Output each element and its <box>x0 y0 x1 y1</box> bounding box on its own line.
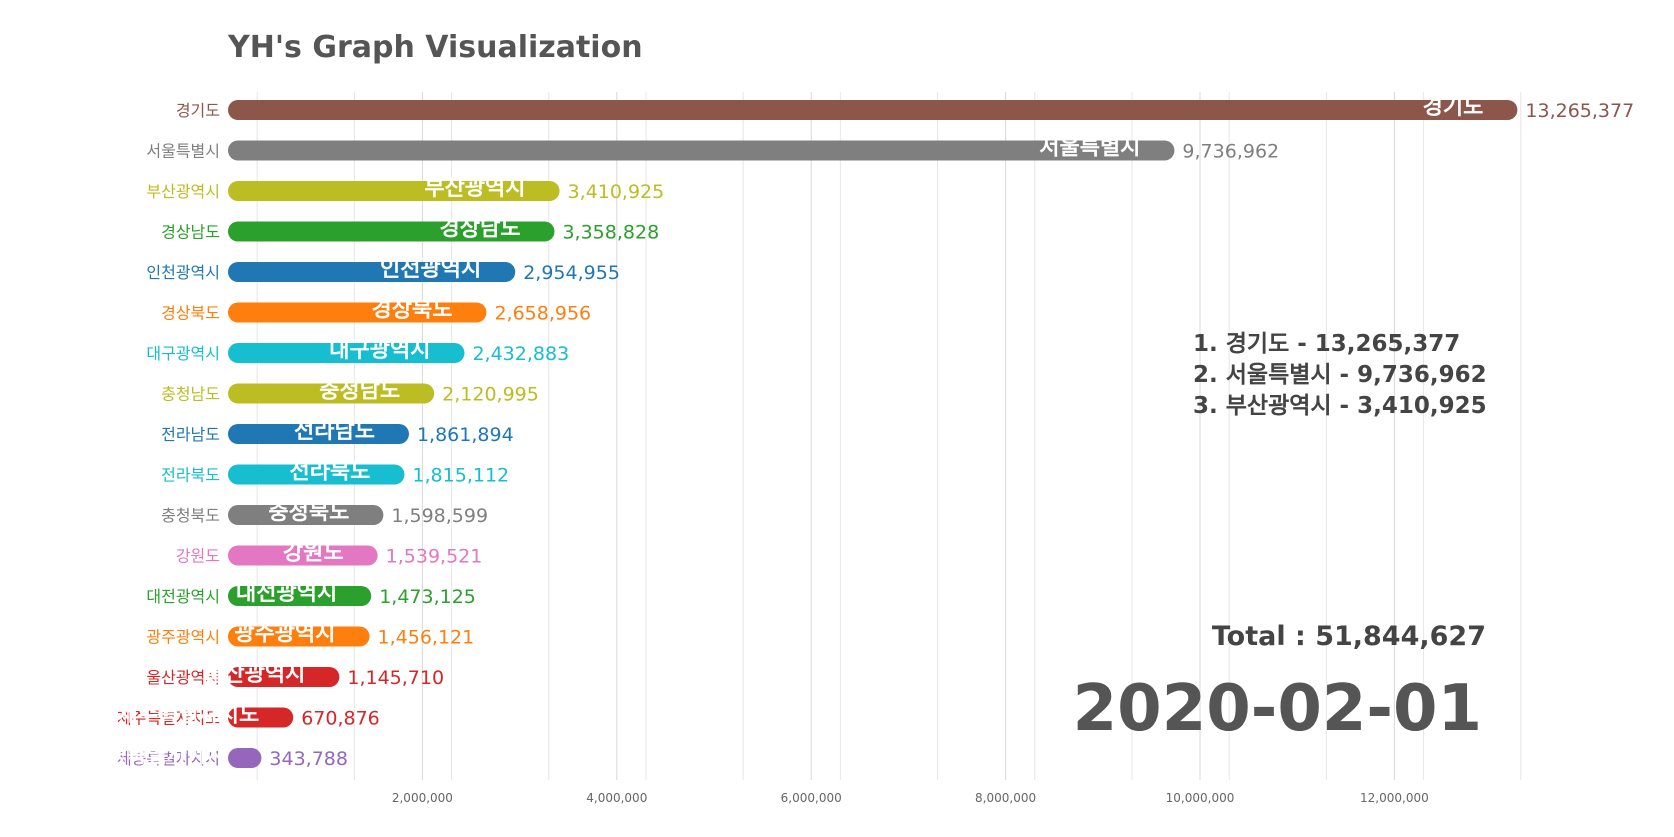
bar <box>228 707 294 728</box>
ranking-line-3: 3. 부산광역시 - 3,410,925 <box>1193 393 1487 419</box>
category-label: 제주특별자치도 <box>117 709 220 728</box>
bar-inner-label: 서울특별시 <box>1039 136 1140 161</box>
value-label: 2,120,995 <box>442 384 539 406</box>
bar-inner-label: 경상남도 <box>440 217 521 242</box>
category-label: 부산광역시 <box>146 182 220 201</box>
x-tick-label: 10,000,000 <box>1166 791 1235 805</box>
category-label: 경상남도 <box>161 223 220 242</box>
bar <box>228 424 409 444</box>
bar-inner-label: 제주특별자치도 <box>118 703 260 728</box>
x-tick-label: 2,000,000 <box>392 791 453 805</box>
bar <box>228 667 340 687</box>
bar-inner-label: 세종특별자치시 <box>86 743 228 768</box>
value-label: 2,658,956 <box>494 303 591 325</box>
x-tick-label: 4,000,000 <box>586 791 647 805</box>
value-label: 9,736,962 <box>1182 141 1279 163</box>
bar <box>228 626 370 647</box>
bar <box>228 262 516 282</box>
bar <box>228 505 384 525</box>
x-axis-ticks: 2,000,000 4,000,000 6,000,000 8,000,000 10,0… <box>392 791 1429 805</box>
grid-lines <box>256 92 1522 780</box>
category-label: 경기도 <box>176 101 220 120</box>
value-label: 2,432,883 <box>472 343 569 365</box>
bar-inner-label: 부산광역시 <box>424 176 525 201</box>
value-label: 3,358,828 <box>562 222 659 244</box>
value-label: 1,456,121 <box>378 627 475 649</box>
bar <box>228 181 560 201</box>
bar <box>228 343 465 363</box>
date-label: 2020-02-01 <box>1073 672 1482 746</box>
bar-inner-label: 대전광역시 <box>236 581 337 606</box>
bar-inner-label: 전라북도 <box>289 460 370 485</box>
value-label: 670,876 <box>301 708 380 730</box>
bar <box>228 586 372 606</box>
category-label: 세종특별자치시 <box>117 749 220 768</box>
ranking-panel: 1. 경기도 - 13,265,377 2. 서울특별시 - 9,736,962… <box>1193 331 1487 419</box>
ranking-line-2: 2. 서울특별시 - 9,736,962 <box>1193 362 1487 388</box>
bars: 경기도 경기도 13,265,377 서울특별시 서울특별시 9,736,962 부산광역시… <box>86 95 1634 770</box>
bar-inner-label: 대구광역시 <box>329 338 430 363</box>
category-label: 충청북도 <box>161 506 220 525</box>
bar-inner-label: 충청남도 <box>319 379 400 404</box>
category-label: 광주광역시 <box>146 628 220 647</box>
category-label: 강원도 <box>176 547 220 566</box>
bar <box>228 464 405 485</box>
bar-inner-label: 울산광역시 <box>204 662 305 687</box>
bar-inner-label: 전라남도 <box>294 419 375 444</box>
bar-inner-label: 충청북도 <box>268 500 349 525</box>
value-label: 3,410,925 <box>568 181 665 203</box>
bar-inner-label: 강원도 <box>283 541 344 566</box>
value-label: 2,954,955 <box>523 262 620 284</box>
x-tick-label: 12,000,000 <box>1360 791 1429 805</box>
bar <box>228 383 435 404</box>
value-label: 13,265,377 <box>1525 100 1634 122</box>
bar-inner-label: 광주광역시 <box>234 622 335 647</box>
category-label: 전라북도 <box>161 466 220 485</box>
value-label: 1,145,710 <box>347 667 444 689</box>
bar <box>228 545 378 566</box>
ranking-line-1: 1. 경기도 - 13,265,377 <box>1193 331 1460 357</box>
x-tick-label: 6,000,000 <box>781 791 842 805</box>
chart-title: YH's Graph Visualization <box>227 30 643 65</box>
bar <box>228 100 1518 120</box>
bar <box>228 748 262 768</box>
category-label: 전라남도 <box>161 425 220 444</box>
category-label: 인천광역시 <box>146 263 220 282</box>
category-label: 서울특별시 <box>146 142 220 161</box>
value-label: 1,473,125 <box>379 586 476 608</box>
value-label: 1,539,521 <box>386 546 483 568</box>
bar-inner-label: 경상북도 <box>371 298 452 323</box>
bar-inner-label: 인천광역시 <box>380 257 481 282</box>
total-label: Total : 51,844,627 <box>1212 621 1486 652</box>
value-label: 343,788 <box>269 748 348 770</box>
value-label: 1,861,894 <box>417 424 514 446</box>
value-label: 1,598,599 <box>391 505 488 527</box>
x-tick-label: 8,000,000 <box>975 791 1036 805</box>
category-label: 충청남도 <box>161 385 220 404</box>
bar <box>228 140 1175 161</box>
category-label: 대구광역시 <box>146 344 220 363</box>
value-label: 1,815,112 <box>412 465 509 487</box>
category-label: 울산광역시 <box>146 668 220 687</box>
bar <box>228 221 555 242</box>
bar-inner-label: 경기도 <box>1423 95 1484 120</box>
bar <box>228 302 487 323</box>
category-label: 경상북도 <box>161 304 220 323</box>
category-label: 대전광역시 <box>146 587 220 606</box>
